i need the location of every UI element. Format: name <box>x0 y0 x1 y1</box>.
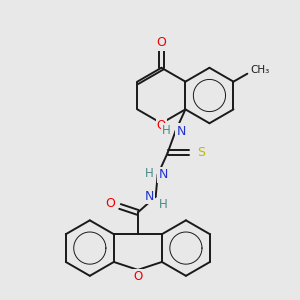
Text: H: H <box>159 198 168 211</box>
Text: O: O <box>105 197 115 210</box>
Text: N: N <box>159 168 168 181</box>
Text: S: S <box>197 146 205 160</box>
Text: O: O <box>157 119 166 132</box>
Text: N: N <box>176 125 186 138</box>
Text: O: O <box>157 37 166 50</box>
Text: O: O <box>133 270 142 283</box>
Text: N: N <box>144 190 154 203</box>
Text: CH₃: CH₃ <box>250 65 270 75</box>
Text: H: H <box>144 167 153 180</box>
Text: H: H <box>162 124 171 137</box>
